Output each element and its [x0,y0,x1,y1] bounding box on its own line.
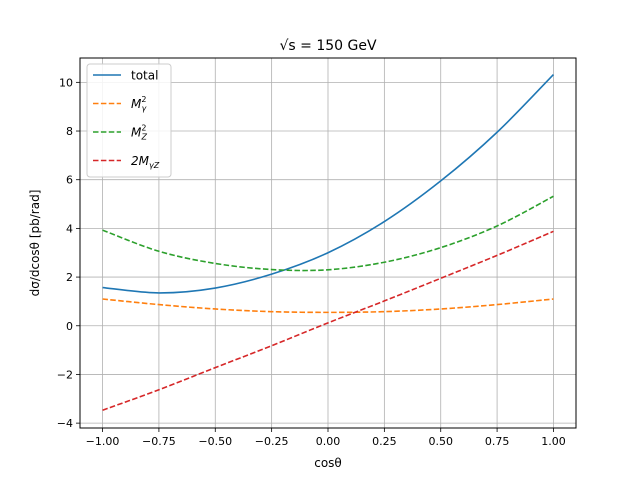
legend-box [86,63,172,178]
y-tick-label: 2 [66,271,73,284]
legend: total M2 γ M2 Z 2MγZ [86,63,172,178]
chart-title: √s = 150 GeV [279,38,376,54]
legend-entry-m-z-squared-label: M2 Z [131,124,147,142]
series-line-m-z-squared [102,195,554,272]
y-tick-label: 6 [66,174,73,187]
x-axis: −1.00 −0.75 −0.50 −0.25 0.00 0.25 0.50 0.75 1.00 [86,428,566,448]
y-tick-label: −2 [57,368,73,381]
legend-entry-total-label: total [131,69,158,83]
series-group [102,73,555,411]
y-tick-label: 0 [66,320,73,333]
x-tick-label: 0.50 [428,435,453,448]
y-tick-label: 10 [59,76,73,89]
x-tick-label: −0.50 [198,435,232,448]
series-line-total [102,73,555,294]
x-tick-label: −1.00 [86,435,120,448]
legend-entry-m-gamma-squared-label: M2 γ [131,95,147,113]
series-line-m-gamma-squared [102,298,554,314]
x-tick-label: 1.00 [541,435,566,448]
x-tick-label: 0.75 [485,435,510,448]
x-tick-label: 0.00 [316,435,341,448]
x-tick-label: −0.75 [142,435,176,448]
series-line-2m-gamma-z [102,230,554,411]
legend-entry-2m-gamma-z-label: 2MγZ [131,154,160,170]
y-axis-label: dσ/dcosθ [pb/rad] [28,190,42,297]
x-tick-label: −0.25 [255,435,289,448]
y-tick-label: −4 [57,417,73,430]
y-tick-label: 4 [66,222,73,235]
x-axis-label: cosθ [314,456,342,470]
y-tick-label: 8 [66,125,73,138]
grid [80,58,576,428]
x-tick-label: 0.25 [372,435,397,448]
y-axis: −4 −2 0 2 4 6 8 10 [57,76,80,430]
